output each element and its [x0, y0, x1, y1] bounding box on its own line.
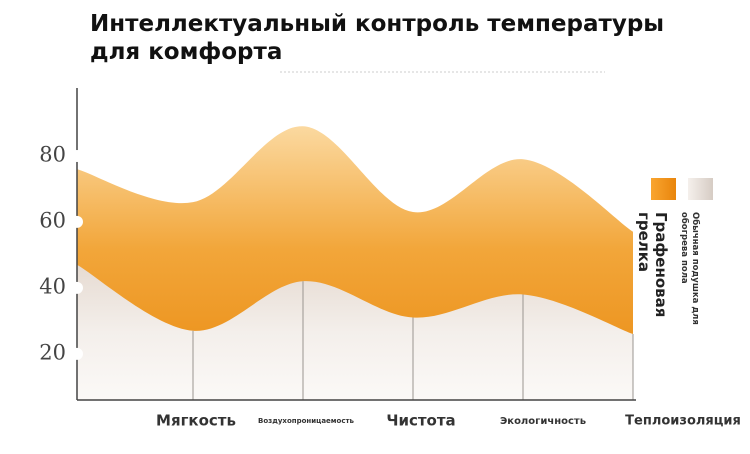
legend-label: Графеноваягрелка [636, 212, 671, 317]
y-tick-label: 40 [39, 274, 66, 298]
y-tick-label: 60 [39, 208, 66, 232]
legend-entry: Графеноваягрелка [636, 212, 671, 317]
legend-swatch [688, 178, 713, 200]
x-tick-label: Чистота [386, 412, 455, 430]
x-tick-label: Экологичность [500, 416, 586, 427]
y-tick-mark [71, 347, 83, 360]
y-tick-mark [71, 281, 83, 294]
x-tick-label: Воздухопроницаемость [258, 417, 355, 425]
legend-entry: Обычная подушка дляобогрева пола [680, 212, 702, 325]
chart-title: Интеллектуальный контроль температуры дл… [90, 11, 665, 65]
area [77, 264, 633, 400]
legend-swatch [651, 178, 676, 200]
x-tick-label: Мягкость [156, 412, 236, 430]
y-tick-mark [71, 149, 83, 162]
y-tick-label: 20 [39, 340, 66, 364]
x-tick-label: Теплоизоляция [625, 414, 741, 429]
y-tick-label: 80 [39, 142, 66, 166]
legend-label: Обычная подушка дляобогрева пола [680, 212, 702, 325]
y-tick-mark [71, 215, 83, 228]
